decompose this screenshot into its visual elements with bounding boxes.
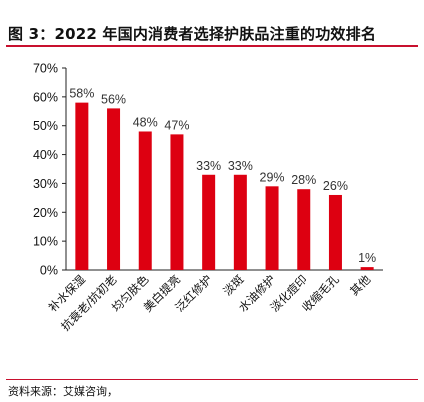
y-tick-label: 30% (33, 177, 58, 191)
data-label: 1% (358, 251, 376, 265)
figure-title: 图 3：2022 年国内消费者选择护肤品注重的功效排名 (8, 25, 377, 43)
bar (328, 194, 342, 270)
category-label: 其他 (347, 272, 374, 299)
source-rule (6, 379, 418, 380)
data-labels: 58% 56% 48% 47% 33% 33% 29% 28% 26% 1% (69, 87, 376, 265)
data-label: 58% (69, 87, 94, 101)
y-tick-label: 0% (40, 264, 58, 278)
source-note: 资料来源：艾媒咨询， (8, 385, 118, 398)
y-tick-label: 70% (33, 62, 58, 76)
bars (75, 102, 374, 271)
data-label: 33% (228, 159, 253, 173)
data-label: 29% (260, 170, 285, 184)
bar (75, 102, 89, 270)
data-label: 26% (323, 179, 348, 193)
y-tick-label: 50% (33, 119, 58, 133)
y-tick-label: 10% (33, 235, 58, 249)
data-label: 33% (196, 159, 221, 173)
bar-chart: 0% 10% 20% 30% 40% 50% 60% 70% 58% 56% 48% 47% 33% 3… (33, 62, 383, 334)
data-label: 47% (164, 118, 189, 132)
y-tick-label: 40% (33, 148, 58, 162)
bar (233, 174, 247, 270)
y-tick-label: 60% (33, 90, 58, 104)
y-tick-label: 20% (33, 206, 58, 220)
category-label: 淡斑 (220, 272, 247, 299)
bar (170, 134, 184, 270)
bar (360, 267, 374, 270)
bar (265, 186, 279, 270)
bar (138, 131, 152, 270)
data-label: 48% (133, 115, 158, 129)
data-label: 56% (101, 92, 126, 106)
bar (107, 108, 121, 271)
bar (202, 174, 216, 270)
title-rule (6, 45, 418, 47)
data-label: 28% (291, 173, 316, 187)
y-axis: 0% 10% 20% 30% 40% 50% 60% 70% (33, 62, 383, 278)
bar (297, 189, 311, 270)
